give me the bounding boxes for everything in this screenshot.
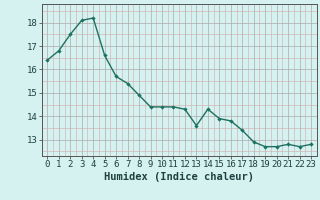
X-axis label: Humidex (Indice chaleur): Humidex (Indice chaleur) — [104, 172, 254, 182]
